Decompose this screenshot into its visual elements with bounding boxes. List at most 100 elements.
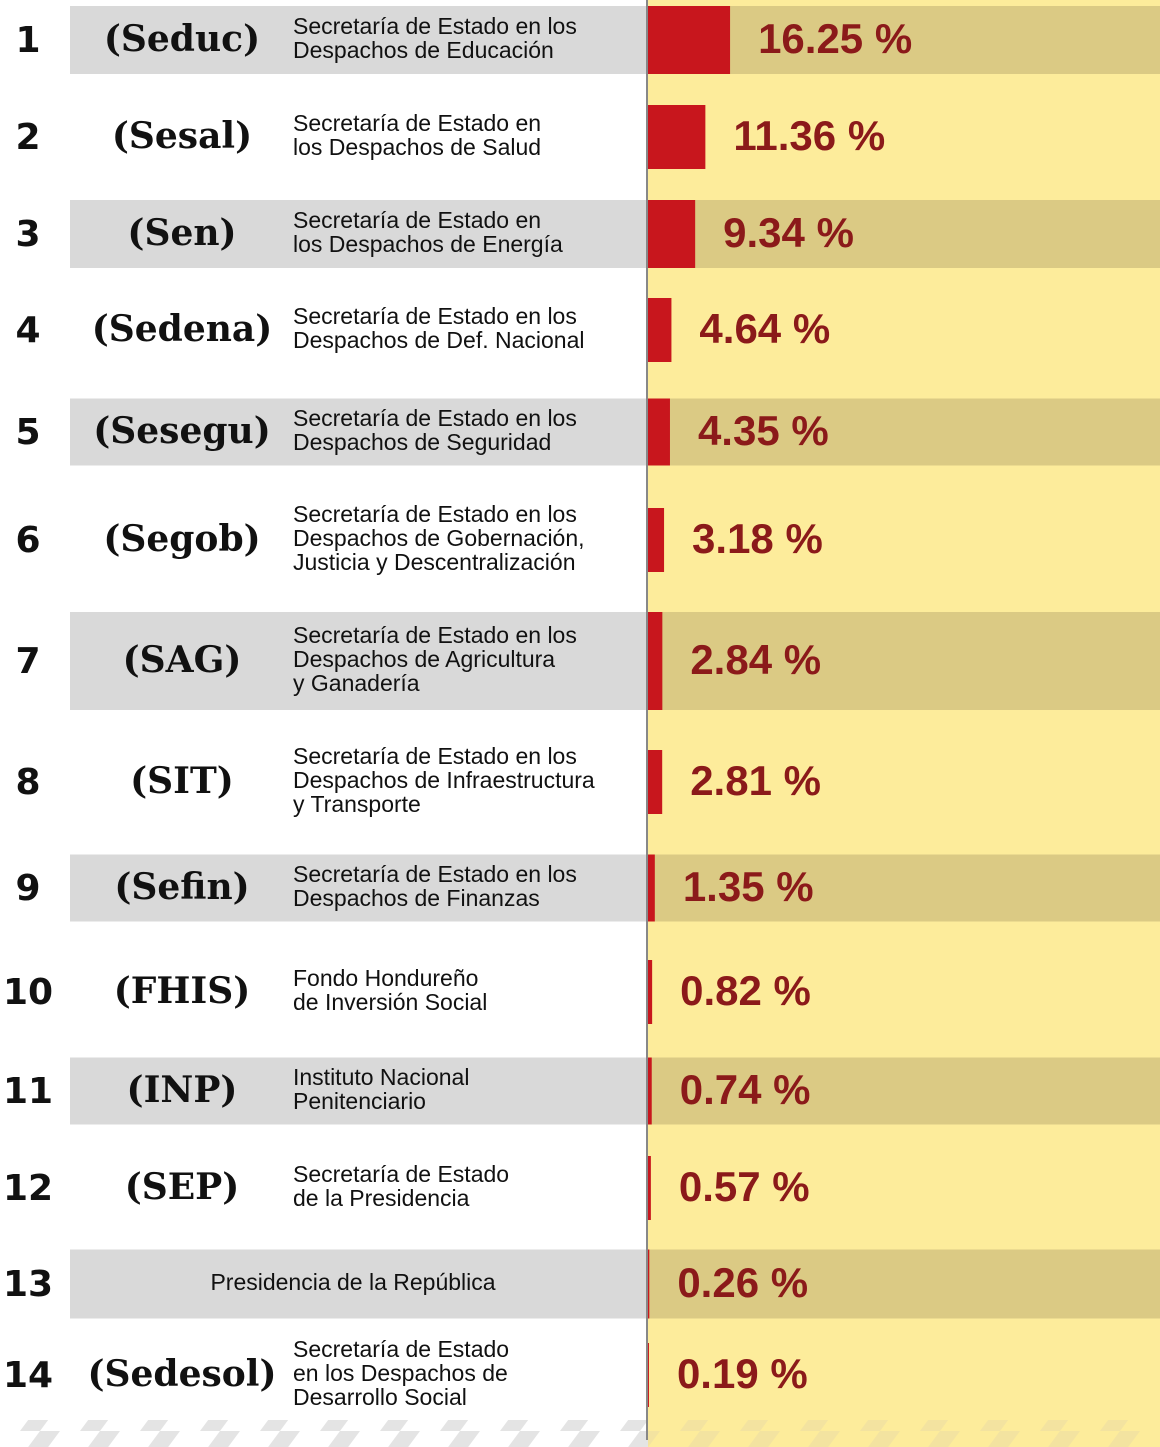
value-label: 11.36 % bbox=[733, 112, 885, 159]
description: Fondo Hondureño bbox=[293, 965, 478, 991]
value-label: 2.84 % bbox=[690, 636, 821, 683]
description: de Inversión Social bbox=[293, 989, 487, 1015]
bar bbox=[648, 960, 653, 1024]
description: Secretaría de Estado en los bbox=[293, 501, 577, 527]
bar bbox=[648, 1057, 652, 1125]
description: Despachos de Gobernación, bbox=[293, 525, 585, 551]
row-band bbox=[70, 6, 647, 74]
row-band bbox=[70, 1057, 647, 1125]
description: Presidencia de la República bbox=[210, 1269, 495, 1295]
rank: 10 bbox=[3, 972, 53, 1013]
bar bbox=[648, 612, 663, 710]
bar bbox=[648, 854, 655, 922]
rank: 12 bbox=[3, 1168, 53, 1209]
description: Despachos de Agricultura bbox=[293, 646, 555, 672]
description: Despachos de Def. Nacional bbox=[293, 327, 585, 353]
description: Secretaría de Estado en los bbox=[293, 13, 577, 39]
row-band bbox=[648, 1057, 1160, 1125]
value-label: 0.26 % bbox=[677, 1259, 808, 1306]
description: de la Presidencia bbox=[293, 1185, 470, 1211]
rank: 5 bbox=[15, 412, 40, 453]
footer-stripes bbox=[648, 1420, 1160, 1447]
value-label: 3.18 % bbox=[692, 515, 823, 562]
value-label: 0.74 % bbox=[680, 1066, 811, 1113]
description: Secretaría de Estado en los bbox=[293, 861, 577, 887]
description: Secretaría de Estado en bbox=[293, 207, 541, 233]
value-label: 0.82 % bbox=[680, 967, 811, 1014]
value-label: 1.35 % bbox=[683, 863, 814, 910]
description: Despachos de Educación bbox=[293, 37, 554, 63]
category-label: (Sen) bbox=[127, 212, 236, 254]
value-label: 0.19 % bbox=[677, 1350, 808, 1397]
row-band bbox=[70, 854, 647, 922]
description: Instituto Nacional bbox=[293, 1064, 469, 1090]
description: Secretaría de Estado en los bbox=[293, 405, 577, 431]
rank: 2 bbox=[15, 117, 40, 158]
description: Penitenciario bbox=[293, 1088, 426, 1114]
row-band bbox=[70, 612, 647, 710]
category-label: (INP) bbox=[127, 1069, 238, 1111]
description: Despachos de Finanzas bbox=[293, 885, 540, 911]
description: Secretaría de Estado bbox=[293, 1161, 509, 1187]
category-label: (Sedesol) bbox=[88, 1353, 277, 1395]
bar bbox=[648, 1249, 650, 1319]
row-band bbox=[648, 200, 1160, 268]
description: en los Despachos de bbox=[293, 1360, 508, 1386]
category-label: (SEP) bbox=[125, 1166, 240, 1208]
value-label: 16.25 % bbox=[758, 15, 912, 62]
bar bbox=[648, 398, 670, 466]
bar bbox=[648, 508, 665, 572]
description: Secretaría de Estado en los bbox=[293, 743, 577, 769]
description: y Ganadería bbox=[293, 670, 420, 696]
description: los Despachos de Energía bbox=[293, 231, 563, 257]
rank: 3 bbox=[15, 214, 40, 255]
description: Secretaría de Estado en los bbox=[293, 303, 577, 329]
category-label: (Segob) bbox=[103, 518, 260, 560]
bar bbox=[648, 1343, 649, 1407]
description: los Despachos de Salud bbox=[293, 134, 541, 160]
description: Despachos de Infraestructura bbox=[293, 767, 595, 793]
description: Justicia y Descentralización bbox=[293, 549, 576, 575]
category-label: (Sefin) bbox=[114, 866, 249, 908]
rank: 7 bbox=[15, 641, 40, 682]
row-band bbox=[648, 1249, 1160, 1319]
value-label: 9.34 % bbox=[723, 209, 854, 256]
rank: 6 bbox=[15, 520, 40, 561]
rank: 14 bbox=[3, 1355, 53, 1396]
row-band bbox=[648, 6, 1160, 74]
bar bbox=[648, 298, 672, 362]
category-label: (SIT) bbox=[130, 760, 234, 802]
bar bbox=[648, 200, 696, 268]
bar bbox=[648, 105, 706, 169]
row-band bbox=[648, 854, 1160, 922]
row-band bbox=[70, 1249, 647, 1319]
bar bbox=[648, 750, 663, 814]
value-label: 0.57 % bbox=[679, 1163, 810, 1210]
rank: 1 bbox=[15, 20, 40, 61]
rank: 9 bbox=[15, 868, 40, 909]
category-label: (Sesal) bbox=[112, 115, 252, 157]
row-band bbox=[648, 612, 1160, 710]
description: Despachos de Seguridad bbox=[293, 429, 551, 455]
bar bbox=[648, 1156, 651, 1220]
category-label: (Sesegu) bbox=[93, 410, 271, 452]
category-label: (FHIS) bbox=[114, 970, 250, 1012]
row-band bbox=[70, 398, 647, 466]
footer-stripes bbox=[0, 1420, 648, 1447]
description: y Transporte bbox=[293, 791, 421, 817]
value-label: 4.35 % bbox=[698, 407, 829, 454]
rank: 11 bbox=[3, 1071, 53, 1112]
row-band bbox=[648, 398, 1160, 466]
rank: 13 bbox=[3, 1264, 53, 1305]
category-label: (Sedena) bbox=[92, 308, 273, 350]
value-label: 4.64 % bbox=[699, 305, 830, 352]
category-label: (SAG) bbox=[123, 639, 242, 681]
category-label: (Seduc) bbox=[104, 18, 260, 60]
rank: 4 bbox=[15, 310, 40, 351]
bar bbox=[648, 6, 731, 74]
row-band bbox=[70, 200, 647, 268]
description: Desarrollo Social bbox=[293, 1384, 467, 1410]
description: Secretaría de Estado bbox=[293, 1336, 509, 1362]
value-label: 2.81 % bbox=[690, 757, 821, 804]
rank: 8 bbox=[15, 762, 40, 803]
